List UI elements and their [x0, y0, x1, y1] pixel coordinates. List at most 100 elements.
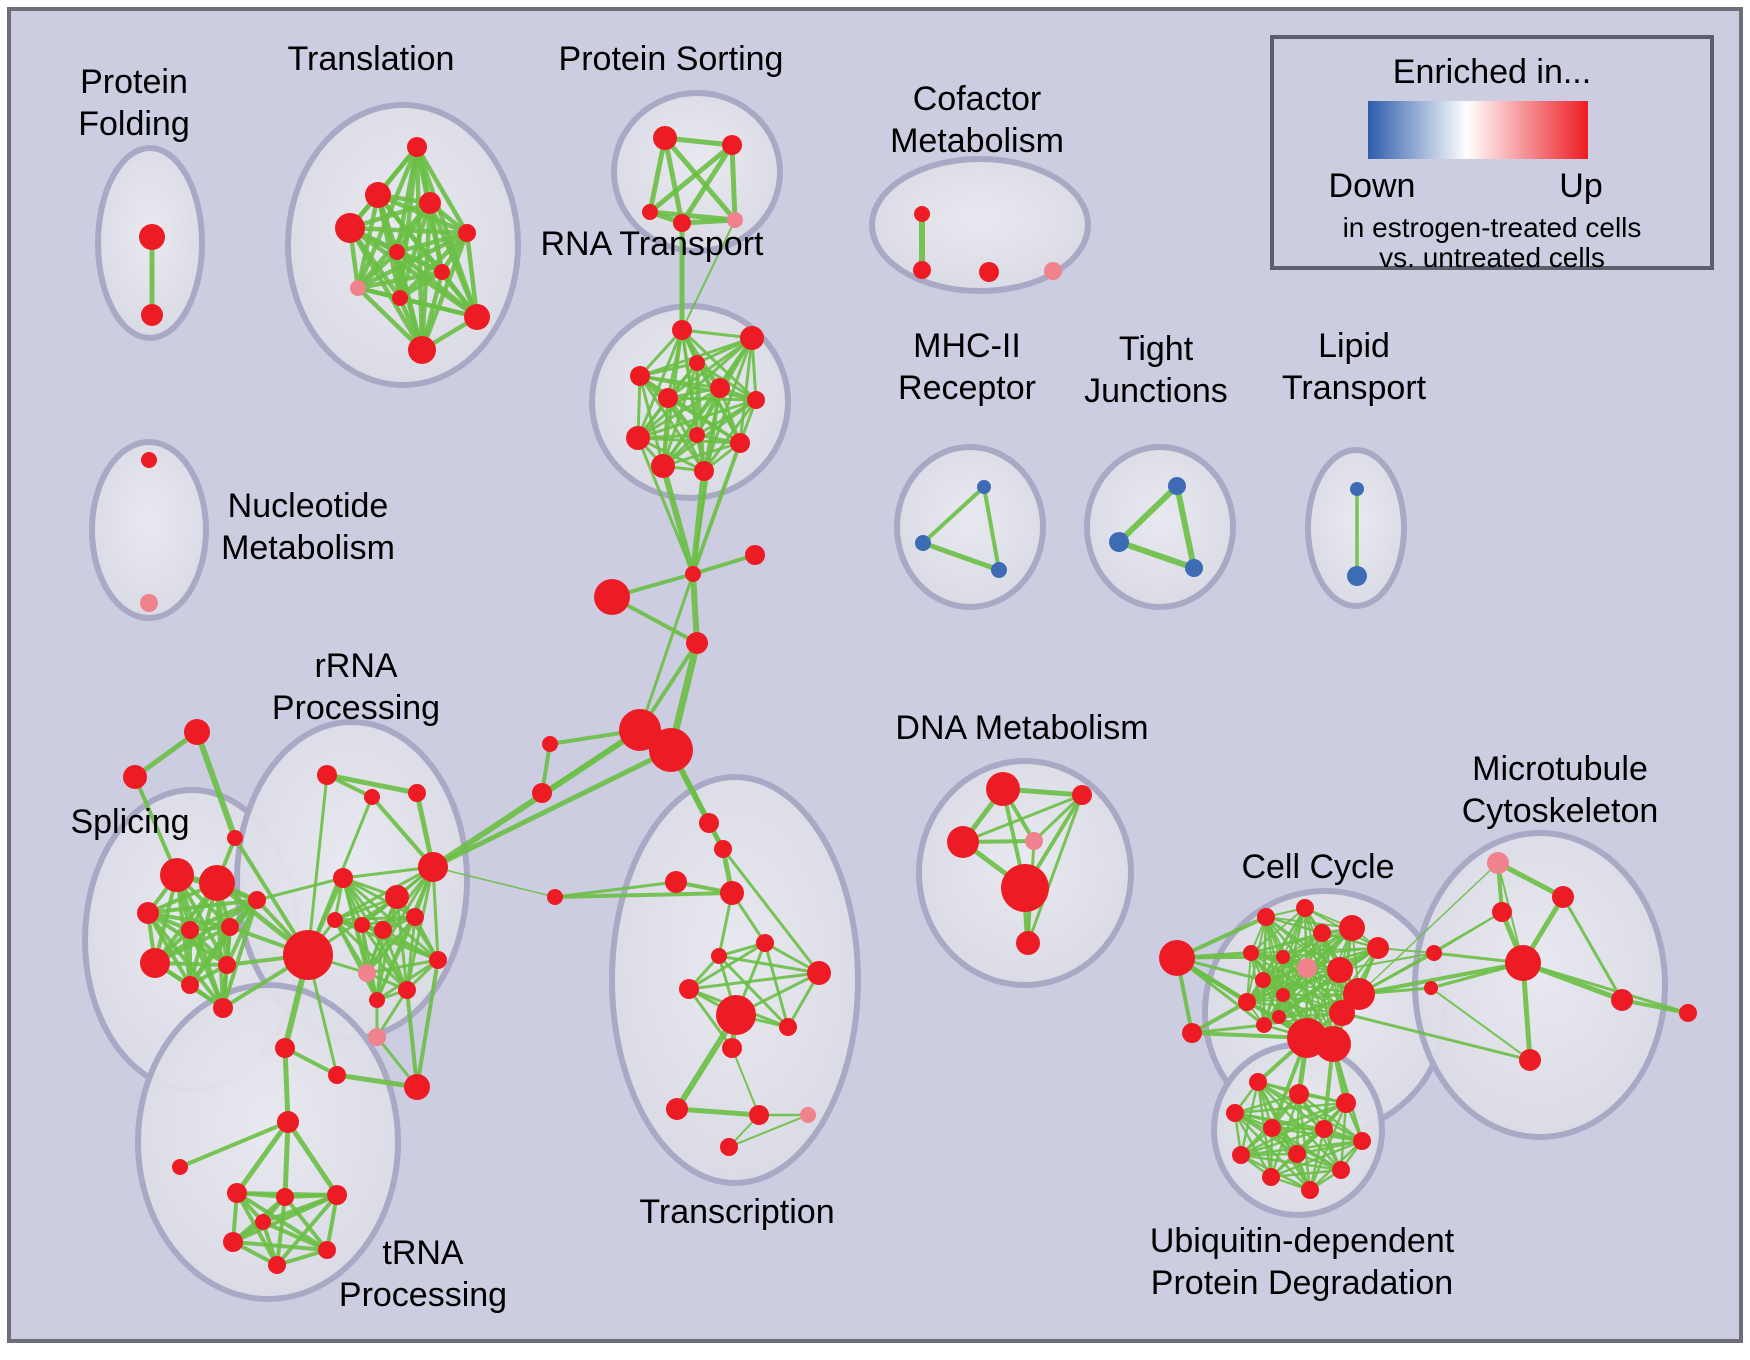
node-r12 — [398, 981, 416, 999]
edge — [1250, 932, 1323, 954]
edge — [638, 374, 706, 473]
node-t5 — [458, 224, 476, 242]
cluster-label-tight-junctions: Tight Junctions — [1084, 330, 1228, 410]
node-m2 — [1552, 886, 1574, 908]
cluster-ellipse-nucleotide-metabolism — [89, 439, 209, 621]
node-rt12 — [694, 461, 714, 481]
node-c6 — [649, 728, 693, 772]
edge — [1233, 1111, 1364, 1143]
node-r1 — [317, 765, 337, 785]
edge — [1026, 793, 1084, 945]
node-n7 — [318, 1241, 336, 1259]
node-tr3 — [227, 830, 243, 846]
edge — [666, 336, 754, 400]
node-cc3 — [1339, 915, 1365, 941]
cluster-label-rrna-processing: rRNA Processing — [272, 647, 440, 727]
node-c5 — [619, 709, 661, 751]
edge — [636, 436, 695, 576]
node-r8 — [374, 921, 392, 939]
edge — [1246, 932, 1323, 1003]
edge — [133, 775, 179, 877]
edge — [1295, 1139, 1364, 1156]
node-rt3 — [689, 355, 705, 371]
edge — [1304, 907, 1334, 1045]
node-rt11 — [651, 454, 675, 478]
edge — [375, 988, 409, 1039]
edge — [261, 1220, 329, 1252]
edge — [638, 328, 684, 378]
edge — [397, 269, 445, 301]
node-cf3 — [979, 262, 999, 282]
edge — [432, 866, 556, 898]
edge — [431, 865, 440, 962]
edge — [234, 1119, 291, 1196]
node-r14 — [369, 992, 385, 1008]
node-t11 — [408, 336, 436, 364]
node-c3 — [594, 579, 630, 615]
edge — [231, 1240, 329, 1252]
node-x11 — [779, 1018, 797, 1036]
node-d3 — [947, 826, 979, 858]
edge — [1561, 895, 1624, 1002]
edge — [334, 1072, 420, 1090]
node-s10 — [213, 998, 233, 1018]
node-s4 — [181, 921, 199, 939]
edge — [188, 898, 259, 987]
node-cc4 — [1313, 924, 1331, 942]
node-pf2 — [141, 304, 163, 326]
edge — [375, 958, 440, 1002]
edge — [394, 230, 470, 255]
node-u3 — [1336, 1093, 1356, 1113]
edge — [691, 553, 757, 576]
edge — [365, 915, 417, 975]
edge — [666, 396, 742, 445]
node-x4 — [720, 881, 744, 905]
edge — [1430, 987, 1531, 1061]
cluster-label-mhc-ii-receptor: MHC-II Receptor — [898, 327, 1036, 407]
node-c2 — [745, 545, 765, 565]
node-r6 — [327, 912, 343, 928]
node-cc14 — [1329, 1000, 1355, 1026]
node-u2 — [1289, 1084, 1309, 1104]
edge — [691, 386, 722, 576]
edge — [1246, 993, 1360, 1003]
node-d6 — [1016, 931, 1040, 955]
node-x12 — [722, 1038, 742, 1058]
legend-subtitle-line2: vs. untreated cells — [1379, 242, 1605, 273]
node-s7 — [140, 948, 170, 978]
node-cf4 — [1044, 262, 1062, 280]
node-r4 — [418, 852, 448, 882]
node-u6 — [1315, 1120, 1333, 1138]
edge — [1269, 1139, 1364, 1179]
node-x10 — [716, 995, 756, 1035]
legend-up-label: Up — [1559, 167, 1602, 205]
node-s5 — [221, 918, 239, 936]
cluster-label-ubiquitin-degradation: Ubiquitin-dependent Protein Degradation — [1150, 1222, 1455, 1302]
node-b2 — [915, 535, 931, 551]
edge — [636, 436, 706, 473]
node-r2 — [364, 789, 380, 805]
edge — [961, 793, 1084, 844]
cluster-label-nucleotide-metabolism: Nucleotide Metabolism — [221, 487, 395, 567]
node-m4 — [1505, 945, 1541, 981]
edge — [1495, 860, 1566, 900]
cluster-ellipse-tight-junctions — [1084, 444, 1236, 610]
edge — [355, 285, 425, 353]
node-m7 — [1679, 1004, 1697, 1022]
edge — [666, 396, 758, 402]
node-rt4 — [630, 366, 650, 386]
edge — [691, 441, 742, 576]
node-ps1 — [653, 126, 677, 150]
edge — [763, 941, 790, 1029]
node-cn2 — [1424, 981, 1438, 995]
node-ps3 — [642, 204, 658, 220]
node-cc9 — [1327, 957, 1353, 983]
edge — [679, 142, 735, 226]
edge — [921, 485, 986, 545]
node-n8 — [268, 1256, 286, 1274]
edge — [194, 729, 238, 841]
edge — [1233, 1092, 1301, 1115]
node-m5 — [1611, 989, 1633, 1011]
node-b3 — [991, 562, 1007, 578]
edge — [178, 1120, 290, 1169]
